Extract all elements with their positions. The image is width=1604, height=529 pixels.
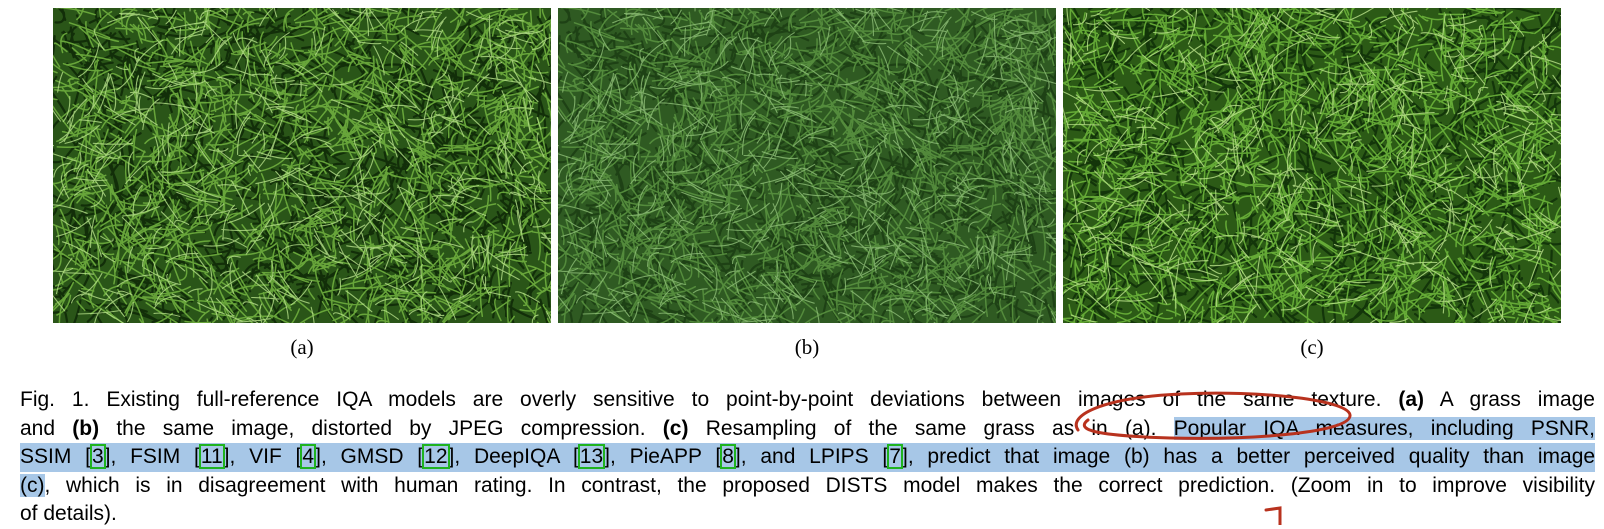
highlighted-text: (c) (20, 473, 45, 497)
caption-line-2: and (b) the same image, distorted by JPE… (20, 416, 1596, 440)
citation-link[interactable]: 3 (89, 444, 106, 469)
subfigure-label-a: (a) (290, 335, 314, 359)
caption-line-3: SSIM [3], FSIM [11], VIF [4], GMSD [12],… (20, 443, 1595, 472)
citation-link[interactable]: 13 (577, 444, 606, 469)
grass-texture-c (1063, 8, 1561, 323)
caption-line-1: Fig. 1. Existing full-reference IQA mode… (20, 388, 1595, 411)
grass-texture-b (558, 8, 1056, 323)
citation-link[interactable]: 12 (422, 444, 450, 469)
caption-line-4: (c), which is in disagreement with human… (20, 473, 1595, 497)
citation-link[interactable]: 11 (198, 444, 225, 469)
subfigure-label-c: (c) (1300, 335, 1324, 359)
subfigure-label-b: (b) (794, 335, 820, 359)
caption-line-5: of details). (20, 502, 117, 525)
figure-caption: Fig. 1. Existing full-reference IQA mode… (20, 386, 1595, 529)
citation-link[interactable]: 4 (300, 444, 317, 469)
citation-link[interactable]: 7 (887, 444, 903, 469)
grass-texture-a (53, 8, 551, 323)
citation-link[interactable]: 8 (720, 444, 736, 469)
grass-image-resampled (1063, 8, 1561, 323)
highlighted-text: Popular IQA measures, including PSNR, (1173, 416, 1596, 440)
grass-image-reference (53, 8, 551, 323)
grass-image-jpeg (558, 8, 1056, 323)
